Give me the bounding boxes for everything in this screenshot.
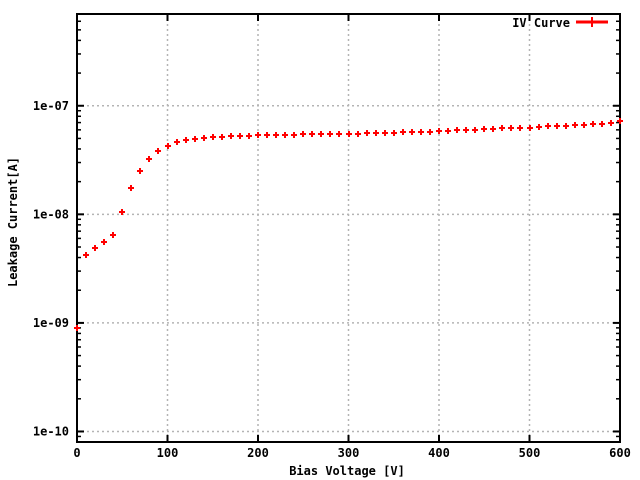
x-tick-label: 600 [609,446,631,460]
x-tick-label: 0 [73,446,80,460]
y-tick-label: 1e-07 [33,99,69,113]
x-tick-label: 500 [519,446,541,460]
x-tick-label: 100 [157,446,179,460]
x-tick-label: 400 [428,446,450,460]
x-tick-label: 200 [247,446,269,460]
y-tick-label: 1e-09 [33,316,69,330]
plot-border [76,13,621,443]
data-points [74,118,623,331]
y-tick-label: 1e-08 [33,207,69,221]
y-tick-label: 1e-10 [33,424,69,438]
x-axis-title: Bias Voltage [V] [289,464,405,478]
x-tick-label: 300 [338,446,360,460]
legend-label: IV Curve [512,16,570,30]
y-axis-title: Leakage Current[A] [6,156,20,288]
